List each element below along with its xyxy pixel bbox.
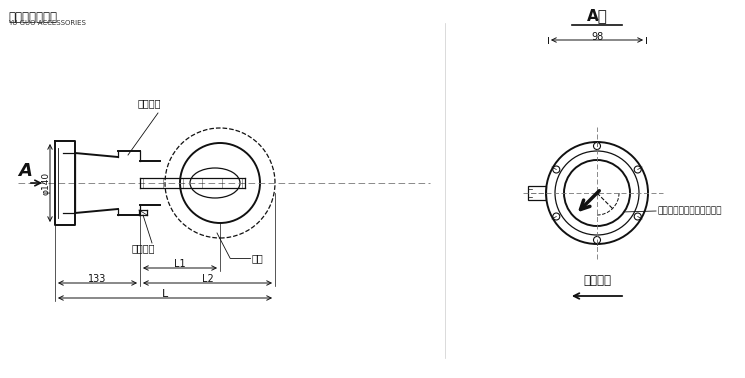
Text: 密封垫圈: 密封垫圈 (132, 243, 156, 253)
Text: YU GUO ACCESSORIES: YU GUO ACCESSORIES (8, 20, 86, 26)
Text: 98: 98 (591, 32, 603, 42)
Text: L1: L1 (174, 259, 186, 269)
Text: 安装法兰: 安装法兰 (138, 98, 162, 108)
Text: 动板起始位置（无流量时）: 动板起始位置（无流量时） (658, 206, 723, 215)
Text: 油流方向: 油流方向 (583, 274, 611, 287)
Text: φ140: φ140 (42, 172, 51, 195)
Bar (528, 186, 546, 200)
Text: A: A (18, 162, 32, 180)
Text: A向: A向 (586, 8, 607, 23)
Text: L: L (162, 289, 168, 299)
Text: 联管: 联管 (252, 253, 264, 263)
Text: L2: L2 (202, 274, 213, 284)
Text: 玉国变压器配件: 玉国变压器配件 (8, 11, 57, 24)
Text: 133: 133 (89, 274, 107, 284)
